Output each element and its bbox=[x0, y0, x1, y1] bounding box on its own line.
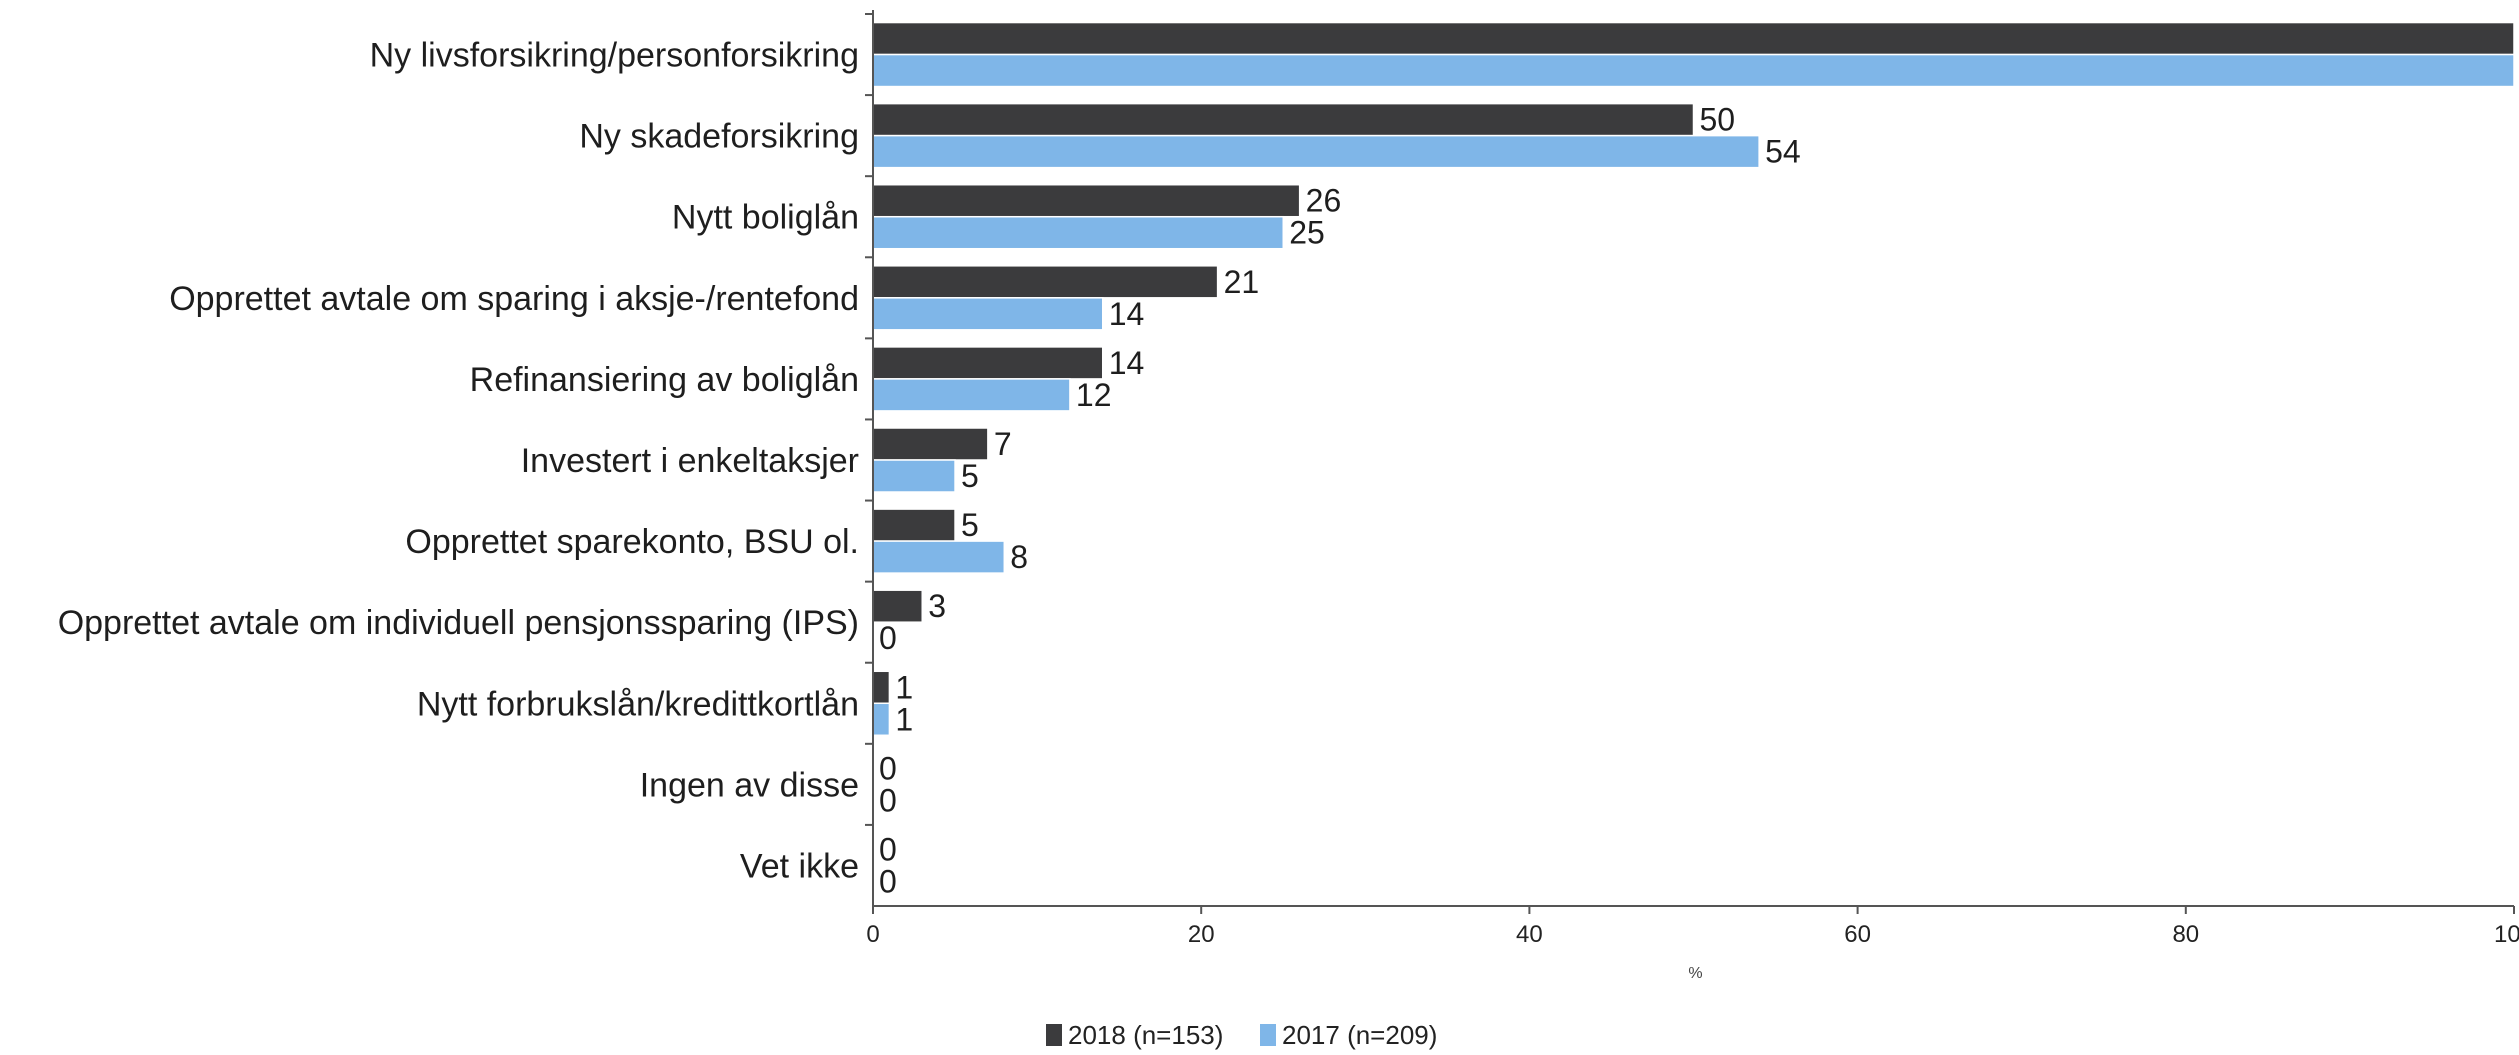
bar-2017 bbox=[872, 53, 2515, 88]
legend-label: 2018 (n=153) bbox=[1068, 1020, 1223, 1050]
bar-2017 bbox=[872, 297, 1104, 331]
category-label: Nytt boliglån bbox=[672, 199, 859, 237]
legend-swatch bbox=[1260, 1024, 1276, 1046]
data-label: 7 bbox=[994, 426, 1012, 462]
category-label: Ny livsforsikring/personforsikring bbox=[370, 37, 859, 75]
x-tick-label: 60 bbox=[1844, 921, 1871, 948]
bar-2017 bbox=[872, 378, 1071, 412]
category-label: Opprettet avtale om individuell pensjons… bbox=[58, 604, 859, 642]
category-labels: Ny livsforsikring/personforsikring Ny ska… bbox=[58, 37, 859, 886]
data-label: 0 bbox=[879, 782, 897, 818]
bar-2017 bbox=[872, 134, 1760, 169]
data-label: 26 bbox=[1306, 183, 1342, 219]
x-axis-label: % bbox=[1688, 965, 1702, 982]
category-label: Ny skadeforsikring bbox=[579, 118, 859, 156]
bar-2018 bbox=[872, 670, 891, 705]
bar-2017 bbox=[872, 459, 956, 493]
bar-2018 bbox=[872, 589, 923, 623]
category-label: Vet ikke bbox=[740, 847, 859, 885]
data-label: 14 bbox=[1109, 345, 1145, 381]
bar-2018 bbox=[872, 508, 956, 542]
bar-2018 bbox=[872, 346, 1104, 380]
bars-group bbox=[872, 21, 2515, 737]
category-label: Investert i enkeltaksjer bbox=[521, 442, 859, 480]
bar-2018 bbox=[872, 102, 1695, 137]
data-label: 5 bbox=[961, 507, 979, 543]
category-label: Ingen av disse bbox=[640, 766, 859, 804]
data-label: 1 bbox=[895, 669, 913, 705]
bar-2018 bbox=[872, 183, 1301, 218]
data-label: 0 bbox=[879, 620, 897, 656]
bar-2018 bbox=[872, 427, 989, 461]
data-label: 5 bbox=[961, 458, 979, 494]
data-label: 21 bbox=[1224, 264, 1260, 300]
data-label: 0 bbox=[879, 831, 897, 867]
x-tick-label: 80 bbox=[2172, 921, 2199, 948]
data-label: 3 bbox=[928, 588, 946, 624]
legend-swatch bbox=[1046, 1024, 1062, 1046]
x-tick-label: 100 bbox=[2494, 921, 2519, 948]
x-axis-ticks: 0 20 40 60 80 100 bbox=[866, 906, 2519, 948]
data-label: 54 bbox=[1765, 134, 1801, 170]
data-label: 0 bbox=[879, 750, 897, 786]
legend: 2018 (n=153) 2017 (n=209) bbox=[1046, 1020, 1437, 1050]
category-label: Opprettet avtale om sparing i aksje-/ren… bbox=[169, 280, 859, 318]
axes-group bbox=[865, 10, 2514, 907]
data-label: 1 bbox=[895, 701, 913, 737]
data-label: 25 bbox=[1289, 215, 1325, 251]
x-tick-label: 20 bbox=[1188, 921, 1215, 948]
data-label: 12 bbox=[1076, 377, 1112, 413]
bar-2018 bbox=[872, 265, 1219, 299]
category-label: Refinansiering av boliglån bbox=[470, 361, 859, 399]
category-label: Opprettet sparekonto, BSU ol. bbox=[405, 523, 859, 561]
data-label: 8 bbox=[1010, 539, 1028, 575]
legend-label: 2017 (n=209) bbox=[1282, 1020, 1437, 1050]
x-tick-label: 40 bbox=[1516, 921, 1543, 948]
bar-2018 bbox=[872, 21, 2515, 56]
bar-2017 bbox=[872, 702, 891, 737]
x-tick-label: 0 bbox=[866, 921, 879, 948]
data-label: 14 bbox=[1109, 296, 1145, 332]
category-label: Nytt forbrukslån/kredittkortlån bbox=[417, 685, 859, 723]
data-label: 50 bbox=[1700, 102, 1736, 138]
bar-2017 bbox=[872, 215, 1284, 250]
bar-2017 bbox=[872, 540, 1006, 574]
data-label: 0 bbox=[879, 863, 897, 899]
